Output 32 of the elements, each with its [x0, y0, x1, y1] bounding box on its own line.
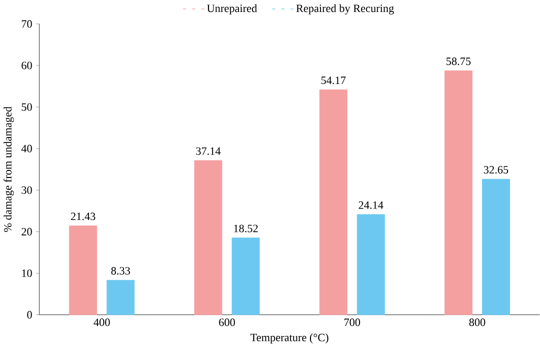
- data-label: 21.43: [70, 212, 96, 220]
- y-tick-label: 10: [22, 269, 32, 277]
- data-label: 8.33: [111, 266, 130, 275]
- x-tick-label: 800: [469, 318, 486, 326]
- data-label: 24.14: [358, 201, 384, 209]
- bar: [69, 225, 98, 315]
- y-tick-label: 30: [22, 186, 32, 194]
- y-tick-label: 50: [22, 103, 32, 111]
- legend-label: Repaired by Recuring: [296, 4, 394, 14]
- data-label: 37.14: [196, 147, 221, 155]
- bar: [106, 280, 135, 315]
- x-tick-label: 400: [94, 318, 110, 326]
- bar: [232, 238, 260, 315]
- bar: [194, 160, 222, 315]
- legend-label: Unrepaired: [207, 4, 257, 14]
- data-label: 18.52: [234, 224, 258, 232]
- x-tick-label: 700: [344, 318, 360, 326]
- data-label: 32.65: [484, 166, 508, 174]
- y-tick-label: 70: [22, 20, 32, 28]
- y-tick-label: 20: [22, 228, 32, 236]
- y-tick-label: 40: [21, 144, 32, 152]
- y-axis-title: % damage from undamaged: [4, 106, 14, 232]
- bar: [482, 178, 510, 315]
- y-tick-label: 0: [27, 310, 32, 319]
- x-tick-label: 600: [219, 318, 235, 326]
- data-label: 54.17: [321, 76, 346, 84]
- bar: [356, 214, 385, 315]
- bar: [444, 70, 472, 315]
- y-tick-label: 60: [22, 62, 32, 70]
- bar: [319, 89, 348, 315]
- x-axis-title: Temperature (°C): [250, 333, 328, 344]
- data-label: 58.75: [446, 57, 471, 66]
